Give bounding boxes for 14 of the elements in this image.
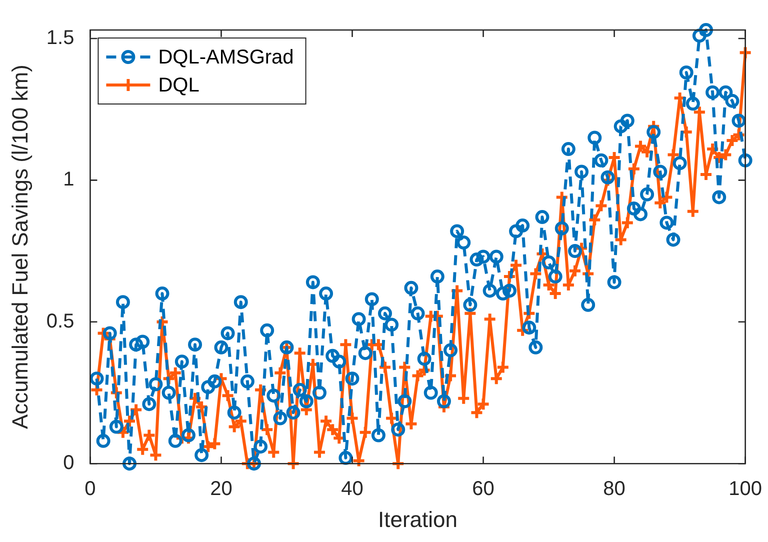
y-tick-label: 0.5: [46, 310, 74, 332]
legend-label: DQL-AMSGrad: [158, 46, 294, 69]
x-tick-label: 20: [210, 478, 232, 500]
legend-label: DQL: [158, 74, 200, 97]
y-axis-title: Accumulated Fuel Savings (l/100 km): [7, 64, 32, 429]
x-axis-title: Iteration: [378, 506, 458, 532]
y-tick-label: 0: [63, 452, 74, 474]
y-tick-label: 1.5: [46, 27, 74, 50]
x-tick-label: 80: [603, 478, 626, 500]
x-tick-label: 40: [341, 478, 364, 500]
x-tick-label: 100: [728, 478, 762, 500]
x-tick-label: 0: [84, 478, 96, 500]
y-tick-label: 1: [63, 168, 74, 191]
x-tick-label: 60: [472, 478, 494, 500]
